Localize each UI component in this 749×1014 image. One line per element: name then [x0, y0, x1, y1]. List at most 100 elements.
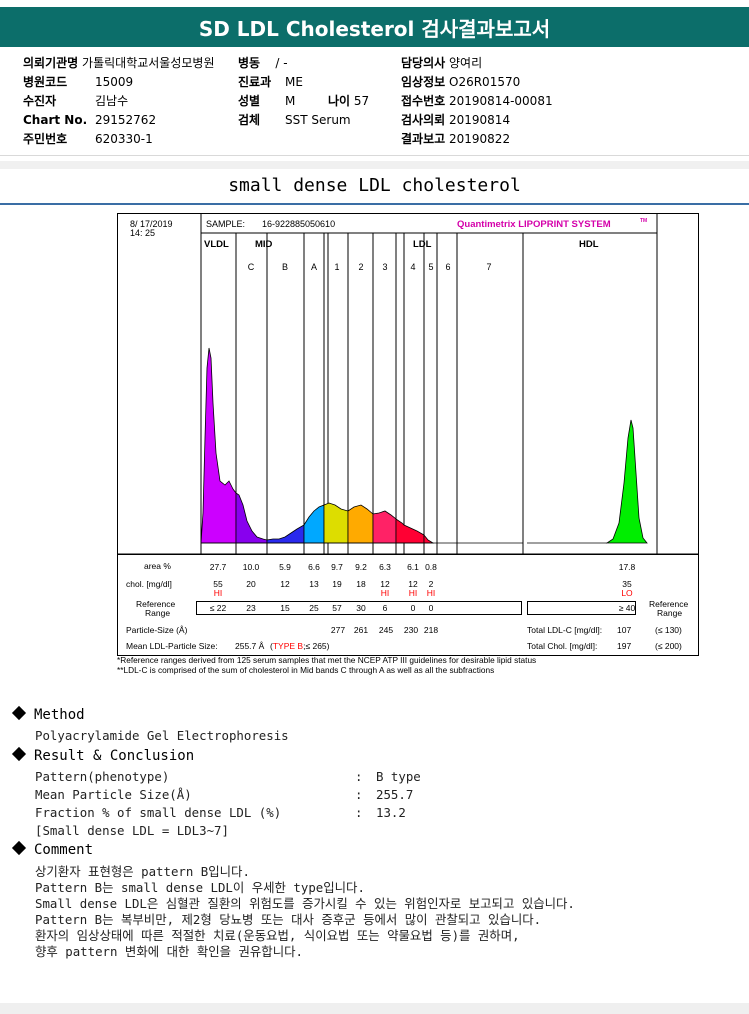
ref-value: 15: [280, 603, 290, 613]
id-value: 620330-1: [95, 132, 153, 146]
total-chol-value: 197: [617, 641, 631, 651]
peak-area: [200, 347, 237, 544]
patient-value: 김남수: [95, 94, 129, 108]
group-label-vldl: VLDL: [204, 239, 229, 250]
band-label: 1: [334, 262, 339, 272]
flag-value: HI: [409, 588, 418, 598]
report-title: SD LDL Cholesterol 검사결과보고서: [0, 7, 749, 47]
ref-label-right-2: Range: [657, 608, 682, 618]
chart-notes: *Reference ranges derived from 125 serum…: [117, 655, 537, 675]
peak-area: [605, 419, 648, 544]
note-line: **LDL-C is comprised of the sum of chole…: [117, 664, 495, 675]
request-date: 20190814: [449, 113, 511, 127]
footer-bar: [0, 1003, 749, 1014]
ref-label-1: Reference: [136, 599, 175, 609]
clinical-info-value: O26R01570: [449, 75, 521, 89]
chart-no-label: Chart No.: [23, 113, 88, 127]
divider: [0, 161, 749, 169]
sample-label: SAMPLE:: [206, 219, 245, 229]
age-label: 나이: [328, 94, 351, 108]
mean-type-value: TYPE B: [273, 641, 304, 651]
report-date: 20190822: [449, 132, 511, 146]
sample-id: 16-922885050610: [262, 219, 335, 229]
ref-value: ≤ 22: [210, 603, 227, 613]
ref-value: 0: [411, 603, 416, 613]
area-value: 0.8: [425, 562, 437, 572]
ref-value: 57: [332, 603, 342, 613]
result-note: [Small dense LDL = LDL3~7]: [35, 823, 229, 838]
comment-heading: Comment: [11, 840, 94, 858]
area-label: area %: [144, 561, 171, 571]
band-label: B: [282, 262, 288, 272]
area-value: 6.6: [308, 562, 320, 572]
total-ldl-label: Total LDL-C [mg/dl]:: [527, 625, 602, 635]
particle-size-value: 218: [424, 625, 438, 635]
chart-time: 14: 25: [130, 228, 155, 238]
ref-value: 30: [356, 603, 366, 613]
result-label: Pattern(phenotype): [35, 769, 170, 784]
band-label: 6: [445, 262, 450, 272]
flag-value: HI: [381, 588, 390, 598]
result-colon: :: [355, 805, 363, 820]
note-line: *Reference ranges derived from 125 serum…: [117, 655, 537, 665]
institution-label: 의뢰기관명: [23, 56, 79, 70]
result-value: B type: [376, 769, 421, 784]
institution-value: 가톨릭대학교서울성모병원: [82, 56, 215, 70]
chol-value: 20: [246, 579, 256, 589]
doctor-value: 양여리: [449, 56, 483, 70]
peak-area: [372, 510, 397, 544]
hospital-code-label: 병원코드: [23, 75, 68, 89]
band-label: 3: [382, 262, 387, 272]
mean-type: (TYPE B;≤ 265): [270, 641, 330, 651]
particle-size-value: 245: [379, 625, 393, 635]
chol-value: 18: [356, 579, 366, 589]
result-value: 255.7: [376, 787, 414, 802]
diamond-bullet-icon: [11, 746, 27, 762]
result-value: 13.2: [376, 805, 406, 820]
divider: [0, 155, 749, 156]
ref-value: 23: [246, 603, 256, 613]
comment-line: Small dense LDL은 심혈관 질환의 위험도를 증가시킬 수 있는 …: [35, 896, 575, 911]
method-heading: Method: [11, 705, 85, 723]
chol-label: chol. [mg/dl]: [126, 579, 172, 589]
method-text: Polyacrylamide Gel Electrophoresis: [35, 728, 289, 743]
dept-value: ME: [285, 75, 303, 89]
area-value: 10.0: [243, 562, 260, 572]
area-value: 27.7: [210, 562, 227, 572]
area-value: 5.9: [279, 562, 291, 572]
group-label-ldl: LDL: [413, 239, 432, 250]
result-colon: :: [355, 769, 363, 784]
comment-heading-text: Comment: [34, 842, 94, 858]
total-chol-ref: (≤ 200): [655, 641, 682, 651]
flag-value: HI: [214, 588, 223, 598]
sex-value: M: [285, 94, 296, 108]
particle-sizes: 277 261 245 230 218: [331, 625, 438, 635]
chol-value: 12: [280, 579, 290, 589]
chol-value: 35: [622, 579, 632, 589]
result-heading-text: Result & Conclusion: [34, 748, 195, 764]
chol-value: 12: [380, 579, 390, 589]
band-labels: C B A 1 2 3 4 5 6 7: [248, 262, 492, 272]
total-chol-label: Total Chol. [mg/dl]:: [527, 641, 597, 651]
area-value: 17.8: [619, 562, 636, 572]
comment-line: Pattern B는 small dense LDL이 우세한 type입니다.: [35, 880, 365, 895]
hospital-code-value: 15009: [95, 75, 134, 89]
result-colon: :: [355, 787, 363, 802]
area-value: 6.1: [407, 562, 419, 572]
sex-label: 성별: [238, 94, 261, 108]
band-label: 5: [428, 262, 433, 272]
chol-value: 19: [332, 579, 342, 589]
ward-label: 병동: [238, 56, 261, 70]
mean-type-ref: ;≤ 265): [303, 641, 330, 651]
ref-label-right-1: Reference: [649, 599, 688, 609]
result-label: Fraction % of small dense LDL (%): [35, 805, 282, 820]
table-values: 27.7 10.0 5.9 6.6 9.7 9.2 6.3 6.1 0.8 17.855 20 12 1…: [210, 562, 636, 613]
result-label: Mean Particle Size(Å): [35, 787, 192, 802]
band-label: 4: [410, 262, 415, 272]
mean-size-label: Mean LDL-Particle Size:: [126, 641, 218, 651]
ward-value: / -: [275, 56, 288, 70]
comment-line: 향후 pattern 변화에 대한 확인을 권유합니다.: [35, 944, 303, 959]
ref-value: 6: [383, 603, 388, 613]
age-value: 57: [353, 94, 370, 108]
area-value: 6.3: [379, 562, 391, 572]
